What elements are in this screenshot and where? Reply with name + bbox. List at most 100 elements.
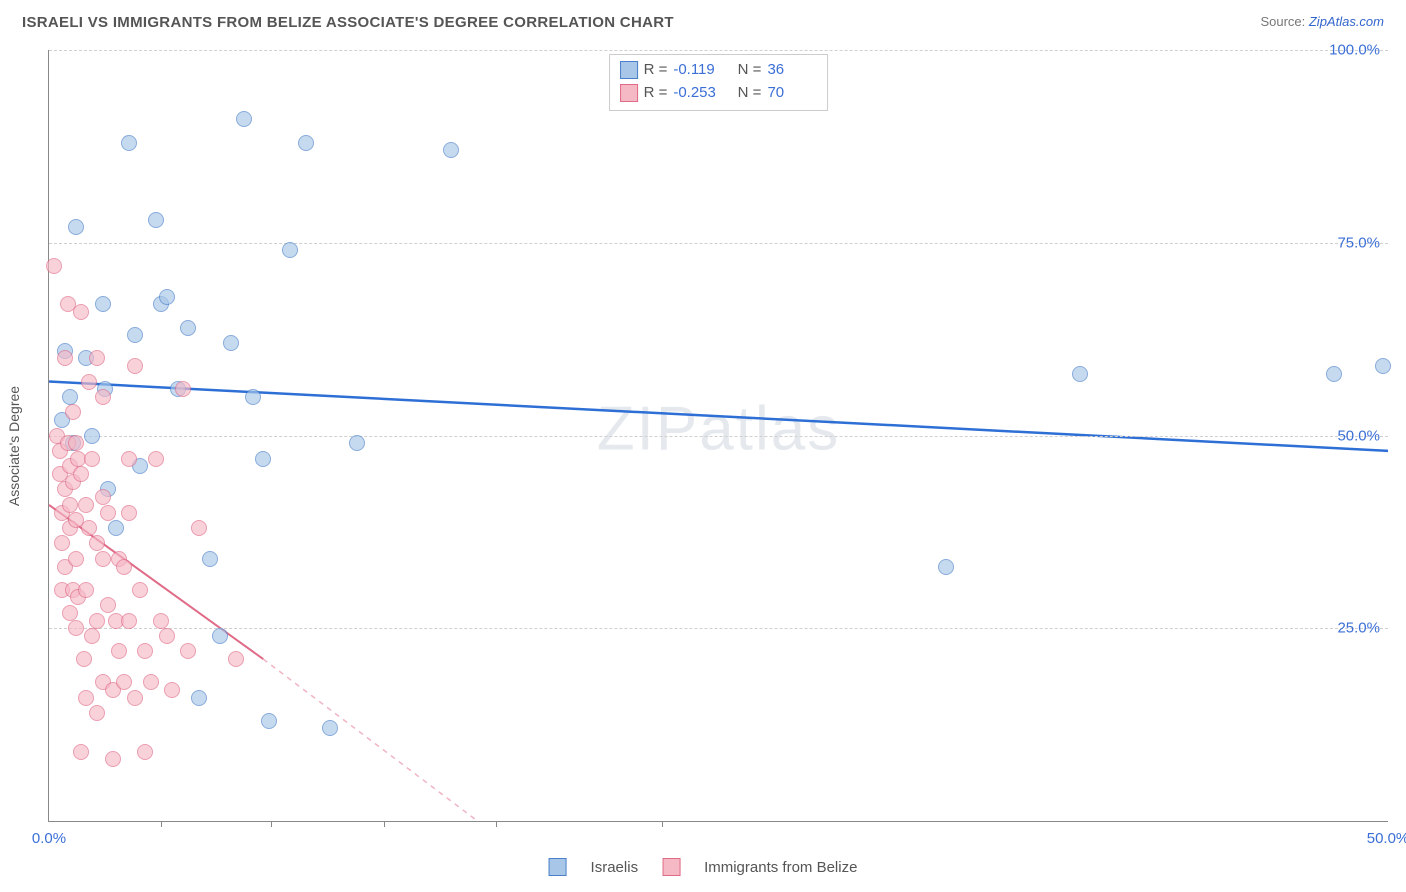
data-point	[245, 389, 261, 405]
data-point	[81, 520, 97, 536]
data-point	[76, 651, 92, 667]
data-point	[127, 690, 143, 706]
data-point	[255, 451, 271, 467]
data-point	[78, 497, 94, 513]
stat-n-label: N =	[729, 82, 761, 105]
data-point	[282, 242, 298, 258]
data-point	[121, 135, 137, 151]
stat-r-label: R =	[644, 59, 668, 82]
xtick-label: 50.0%	[1367, 830, 1406, 847]
data-point	[191, 690, 207, 706]
data-point	[62, 605, 78, 621]
data-point	[84, 428, 100, 444]
legend-swatch	[549, 858, 567, 876]
data-point	[73, 744, 89, 760]
data-point	[54, 535, 70, 551]
y-axis-label: Associate's Degree	[6, 386, 22, 506]
data-point	[46, 258, 62, 274]
data-point	[159, 289, 175, 305]
chart-title: ISRAELI VS IMMIGRANTS FROM BELIZE ASSOCI…	[22, 14, 674, 31]
data-point	[202, 551, 218, 567]
data-point	[73, 466, 89, 482]
data-point	[100, 597, 116, 613]
data-point	[349, 435, 365, 451]
xtick	[662, 821, 663, 827]
data-point	[164, 682, 180, 698]
data-point	[108, 520, 124, 536]
xtick	[384, 821, 385, 827]
data-point	[223, 335, 239, 351]
data-point	[89, 350, 105, 366]
data-point	[78, 582, 94, 598]
series-legend: IsraelisImmigrants from Belize	[549, 858, 858, 876]
legend-swatch	[620, 84, 638, 102]
data-point	[137, 643, 153, 659]
data-point	[81, 374, 97, 390]
data-point	[95, 389, 111, 405]
data-point	[68, 219, 84, 235]
data-point	[57, 350, 73, 366]
watermark: ZIPatlas	[597, 393, 840, 464]
data-point	[62, 497, 78, 513]
data-point	[62, 389, 78, 405]
data-point	[1326, 366, 1342, 382]
data-point	[121, 613, 137, 629]
stat-n-value: 36	[767, 59, 817, 82]
data-point	[938, 559, 954, 575]
data-point	[137, 744, 153, 760]
stat-r-value: -0.119	[673, 59, 723, 82]
data-point	[95, 489, 111, 505]
xtick	[161, 821, 162, 827]
data-point	[180, 643, 196, 659]
data-point	[175, 381, 191, 397]
data-point	[95, 296, 111, 312]
xtick	[271, 821, 272, 827]
data-point	[298, 135, 314, 151]
data-point	[148, 451, 164, 467]
stats-row: R = -0.253 N = 70	[620, 82, 818, 105]
ytick-label: 50.0%	[1337, 427, 1380, 444]
legend-label: Israelis	[591, 859, 639, 876]
data-point	[443, 142, 459, 158]
source-prefix: Source:	[1260, 14, 1308, 29]
source-link[interactable]: ZipAtlas.com	[1309, 14, 1384, 29]
data-point	[261, 713, 277, 729]
source-attribution: Source: ZipAtlas.com	[1260, 14, 1384, 29]
trend-line-belize-dashed	[263, 659, 477, 821]
data-point	[84, 628, 100, 644]
data-point	[116, 674, 132, 690]
data-point	[116, 559, 132, 575]
data-point	[212, 628, 228, 644]
data-point	[153, 613, 169, 629]
ytick-label: 75.0%	[1337, 234, 1380, 251]
data-point	[228, 651, 244, 667]
data-point	[89, 705, 105, 721]
data-point	[68, 435, 84, 451]
data-point	[191, 520, 207, 536]
stat-n-value: 70	[767, 82, 817, 105]
stat-r-value: -0.253	[673, 82, 723, 105]
data-point	[68, 551, 84, 567]
ytick-label: 100.0%	[1329, 42, 1380, 59]
data-point	[105, 751, 121, 767]
gridline-h	[49, 436, 1388, 437]
stats-row: R = -0.119 N = 36	[620, 59, 818, 82]
data-point	[127, 327, 143, 343]
data-point	[180, 320, 196, 336]
data-point	[111, 643, 127, 659]
data-point	[89, 613, 105, 629]
data-point	[100, 505, 116, 521]
legend-swatch	[620, 61, 638, 79]
data-point	[127, 358, 143, 374]
gridline-h	[49, 243, 1388, 244]
data-point	[148, 212, 164, 228]
xtick-label: 0.0%	[32, 830, 66, 847]
data-point	[89, 535, 105, 551]
data-point	[73, 304, 89, 320]
stat-n-label: N =	[729, 59, 761, 82]
xtick	[496, 821, 497, 827]
ytick-label: 25.0%	[1337, 620, 1380, 637]
data-point	[132, 582, 148, 598]
data-point	[159, 628, 175, 644]
data-point	[143, 674, 159, 690]
